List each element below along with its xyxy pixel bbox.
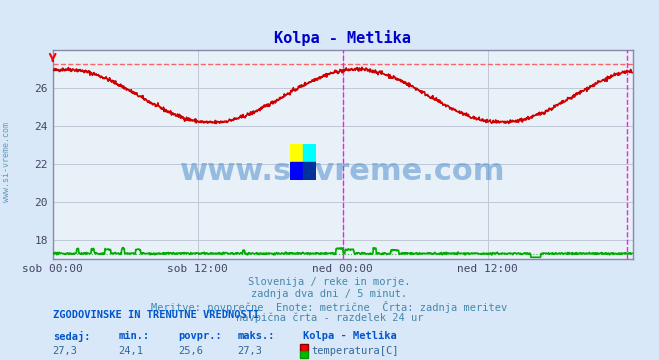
Text: www.si-vreme.com: www.si-vreme.com — [180, 157, 505, 186]
Bar — [290, 162, 303, 180]
Bar — [303, 162, 316, 180]
Text: ZGODOVINSKE IN TRENUTNE VREDNOSTI: ZGODOVINSKE IN TRENUTNE VREDNOSTI — [53, 310, 259, 320]
Text: maks.:: maks.: — [237, 331, 275, 341]
Text: 27,3: 27,3 — [237, 346, 262, 356]
Text: 25,6: 25,6 — [178, 346, 203, 356]
Text: povpr.:: povpr.: — [178, 331, 221, 341]
Text: min.:: min.: — [119, 331, 150, 341]
Text: Kolpa - Metlika: Kolpa - Metlika — [303, 331, 397, 341]
Text: zadnja dva dni / 5 minut.: zadnja dva dni / 5 minut. — [251, 289, 408, 299]
Text: navpična črta - razdelek 24 ur: navpična črta - razdelek 24 ur — [236, 313, 423, 323]
Text: sedaj:: sedaj: — [53, 331, 90, 342]
Text: www.si-vreme.com: www.si-vreme.com — [2, 122, 11, 202]
Text: Slovenija / reke in morje.: Slovenija / reke in morje. — [248, 277, 411, 287]
Text: 24,1: 24,1 — [119, 346, 144, 356]
Bar — [290, 144, 303, 162]
Bar — [303, 144, 316, 162]
Title: Kolpa - Metlika: Kolpa - Metlika — [274, 31, 411, 46]
Text: Meritve: povprečne  Enote: metrične  Črta: zadnja meritev: Meritve: povprečne Enote: metrične Črta:… — [152, 301, 507, 313]
Text: 27,3: 27,3 — [53, 346, 78, 356]
Text: temperatura[C]: temperatura[C] — [311, 346, 399, 356]
